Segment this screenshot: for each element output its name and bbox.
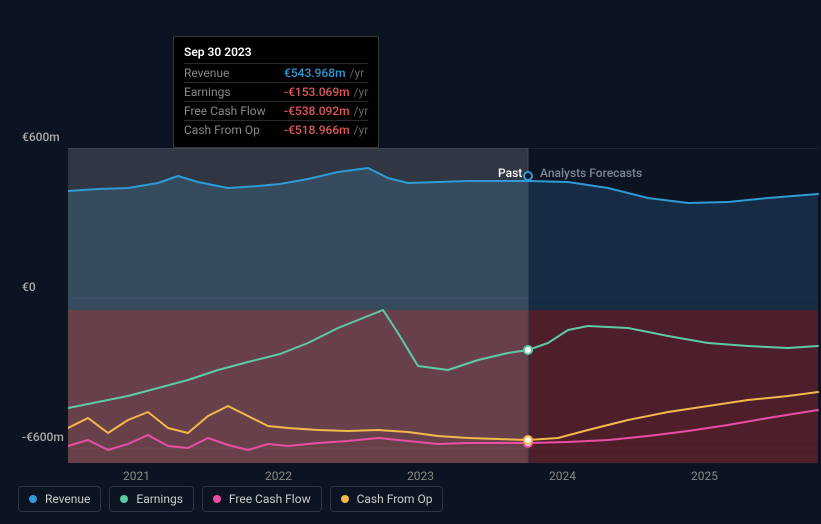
- legend-dot-icon: [29, 495, 37, 503]
- tooltip-unit: /yr: [350, 66, 365, 80]
- chart-container: €600m €0 -€600m 2021 2022 2023 2024 2025 Past A…: [18, 18, 803, 506]
- tooltip-date: Sep 30 2023: [184, 45, 368, 59]
- y-axis-tick: €600m: [22, 130, 60, 144]
- legend-label: Cash From Op: [357, 492, 433, 506]
- legend-dot-icon: [120, 495, 128, 503]
- tooltip-metric-label: Revenue: [184, 66, 284, 80]
- tooltip-metric-value: -€538.092m: [284, 104, 350, 118]
- tooltip-metric-value: -€153.069m: [284, 85, 350, 99]
- tooltip-metric-value: -€518.966m: [284, 123, 350, 137]
- y-axis-tick: -€600m: [22, 430, 64, 444]
- legend-item[interactable]: Revenue: [18, 486, 101, 512]
- past-label: Past: [498, 166, 522, 180]
- x-axis-tick: 2021: [123, 469, 150, 483]
- tooltip-metric-label: Earnings: [184, 85, 284, 99]
- tooltip-row: Revenue€543.968m/yr: [184, 63, 368, 82]
- legend-item[interactable]: Free Cash Flow: [202, 486, 322, 512]
- chart-legend: Revenue Earnings Free Cash Flow Cash From O…: [18, 486, 443, 512]
- x-axis-tick: 2023: [407, 469, 434, 483]
- legend-label: Earnings: [136, 492, 183, 506]
- chart-plot[interactable]: [68, 148, 821, 473]
- x-axis-tick: 2022: [265, 469, 292, 483]
- tooltip-metric-label: Free Cash Flow: [184, 104, 284, 118]
- legend-label: Free Cash Flow: [229, 492, 311, 506]
- tooltip-row: Free Cash Flow-€538.092m/yr: [184, 101, 368, 120]
- tooltip-unit: /yr: [354, 85, 369, 99]
- tooltip-unit: /yr: [354, 123, 369, 137]
- tooltip-metric-label: Cash From Op: [184, 123, 284, 137]
- x-axis-tick: 2024: [549, 469, 576, 483]
- legend-dot-icon: [213, 495, 221, 503]
- legend-item[interactable]: Cash From Op: [330, 486, 444, 512]
- legend-dot-icon: [341, 495, 349, 503]
- legend-item[interactable]: Earnings: [109, 486, 194, 512]
- forecast-label: Analysts Forecasts: [540, 166, 642, 180]
- tooltip-row: Cash From Op-€518.966m/yr: [184, 120, 368, 139]
- tooltip-row: Earnings-€153.069m/yr: [184, 82, 368, 101]
- y-axis-tick: €0: [22, 280, 36, 294]
- tooltip-unit: /yr: [354, 104, 369, 118]
- tooltip-metric-value: €543.968m: [284, 66, 346, 80]
- x-axis-tick: 2025: [691, 469, 718, 483]
- legend-label: Revenue: [45, 492, 90, 506]
- chart-tooltip: Sep 30 2023 Revenue€543.968m/yrEarnings-…: [173, 36, 379, 148]
